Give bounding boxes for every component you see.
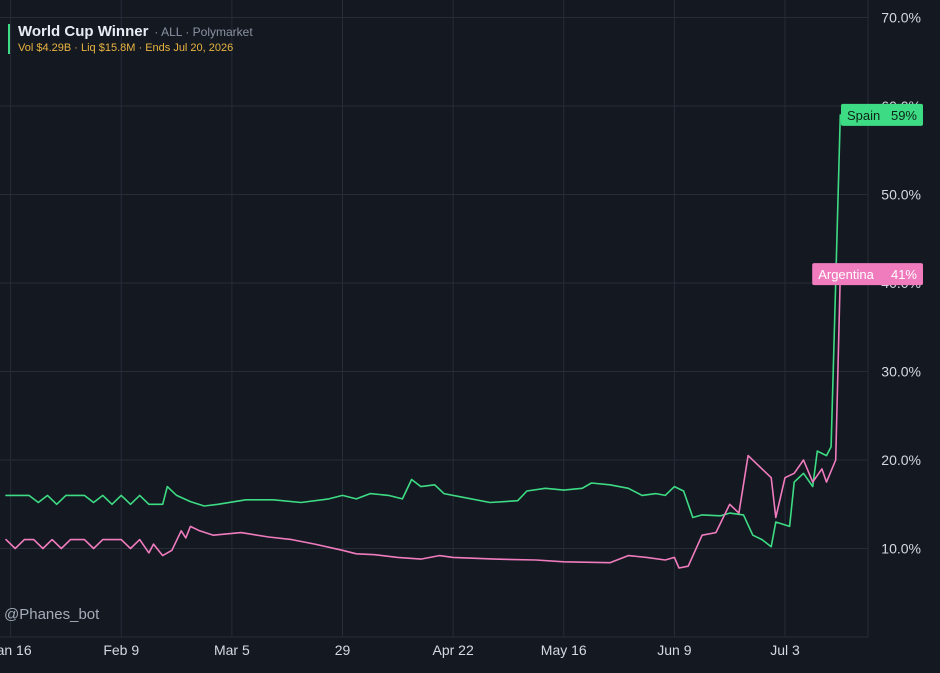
y-tick-label: 10.0% bbox=[881, 541, 921, 557]
end-label-spain: Spain 59% bbox=[841, 103, 923, 126]
chart-meta: · ALL · Polymarket bbox=[154, 25, 253, 39]
x-axis-ticks: Jan 16 Feb 9 Mar 5 29 Apr 22 May 16 Jun 9 Jul 3 bbox=[0, 642, 800, 658]
y-tick-label: 70.0% bbox=[881, 10, 921, 26]
series-lines bbox=[5, 114, 842, 569]
gridlines bbox=[0, 0, 869, 638]
y-tick-label: 20.0% bbox=[881, 452, 921, 468]
x-tick-label: Jan 16 bbox=[0, 642, 32, 658]
chart-header: World Cup Winner · ALL · Polymarket Vol … bbox=[8, 24, 253, 54]
series-line-argentina bbox=[5, 273, 842, 569]
chart-title: World Cup Winner bbox=[18, 23, 149, 40]
x-tick-label: Jun 9 bbox=[657, 642, 691, 658]
end-label-name: Spain bbox=[847, 108, 880, 123]
x-tick-label: May 16 bbox=[541, 642, 587, 658]
end-label-box bbox=[812, 263, 923, 286]
end-label-box bbox=[841, 103, 923, 126]
x-tick-label: Jul 3 bbox=[770, 642, 800, 658]
end-label-value: 41% bbox=[891, 267, 917, 282]
y-tick-label: 30.0% bbox=[881, 364, 921, 380]
series-line-spain bbox=[5, 114, 842, 548]
end-label-value: 59% bbox=[891, 108, 917, 123]
x-tick-label: 29 bbox=[335, 642, 351, 658]
title-row: World Cup Winner · ALL · Polymarket bbox=[18, 24, 253, 39]
x-tick-label: Apr 22 bbox=[433, 642, 474, 658]
end-label-name: Argentina bbox=[818, 267, 874, 282]
end-label-argentina: Argentina 41% bbox=[812, 263, 923, 286]
market-stats: Vol $4.29B · Liq $15.8M · Ends Jul 20, 2… bbox=[18, 42, 234, 54]
watermark: @Phanes_bot bbox=[4, 606, 100, 623]
x-tick-label: Mar 5 bbox=[214, 642, 250, 658]
y-tick-label: 50.0% bbox=[881, 187, 921, 203]
x-tick-label: Feb 9 bbox=[103, 642, 139, 658]
series-end-labels: Spain 59% Argentina 41% bbox=[812, 103, 923, 286]
